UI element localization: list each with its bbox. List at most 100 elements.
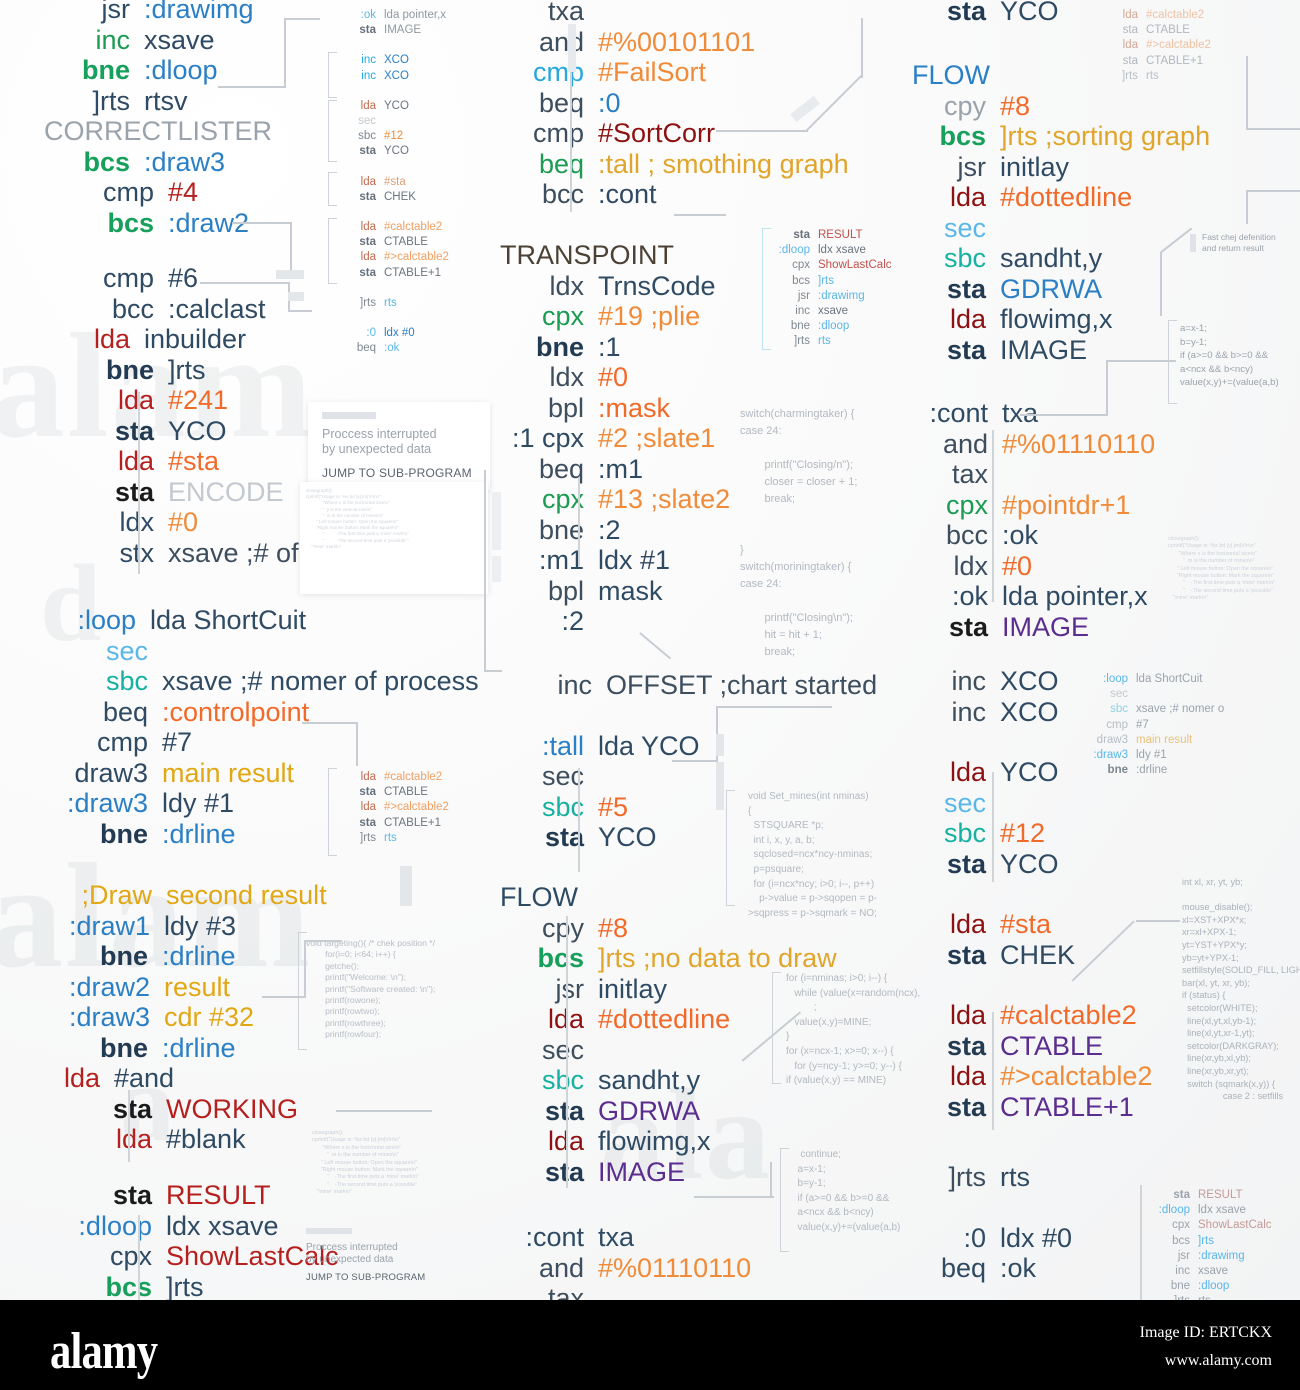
code-line: bcc:calclast	[111, 293, 266, 324]
code-wallpaper: alam alam a ala d jsr:drawimg inc xsave b…	[0, 0, 1300, 1300]
code-line: sta CTABLE	[946, 1030, 1104, 1061]
connector-line	[1246, 190, 1248, 224]
connector-line	[288, 310, 312, 312]
note-line-1: Proccess interrupted	[322, 427, 437, 441]
code-line: ldx TrnsCode	[549, 270, 716, 301]
note-line-2: by unexpected data	[322, 442, 432, 456]
code-group-bar	[570, 32, 572, 212]
code-line: :dloop ldx xsave	[1158, 1204, 1246, 1217]
code-line: :0 ldx #0	[366, 327, 415, 340]
c-snippet-closegraph-b: closegraph(); cprintf("Usage is: %s bd |…	[312, 1130, 420, 1196]
code-column-4-inc: inc XCO inc XCO lda YCO sec sbc #12 sta YCO l…	[912, 666, 1152, 1122]
ui-slab	[716, 762, 724, 810]
code-line: bcs]rts	[792, 274, 834, 287]
code-line: jsr initlay	[555, 973, 668, 1004]
code-line	[338, 38, 449, 53]
ui-slab	[276, 270, 304, 279]
code-group-bar	[566, 916, 568, 1188]
ui-slab	[568, 24, 576, 72]
code-bracket	[780, 1148, 789, 1252]
code-line	[338, 311, 449, 326]
code-line: beq:controlpoint	[102, 696, 310, 727]
code-group-bar	[992, 772, 994, 882]
code-line: :draw3 ldy #1	[1093, 749, 1167, 762]
code-line: sbc #12	[358, 130, 404, 143]
code-line: sta IMAGE	[948, 611, 1090, 642]
code-line: bcc:cont	[541, 179, 657, 209]
note-line-1: Fast chej defenition	[1202, 232, 1276, 242]
code-line: sbc xsave ;# nomer o	[1110, 703, 1225, 716]
code-column-2-small-top: :ok lda pointer,x sta IMAGE inc XCO inc XCO …	[338, 8, 449, 356]
code-line: sta GDRWA	[946, 273, 1103, 304]
code-bracket	[328, 172, 337, 206]
code-line: bne:drline	[99, 1032, 236, 1063]
code-column-mid-result: sta RESULT :dloop ldx xsave cpx ShowLastCal…	[772, 228, 892, 350]
code-line: cmp #FailSort	[532, 57, 707, 87]
code-line	[338, 281, 449, 296]
note-jump-label: JUMP TO SUB-PROGRAM	[322, 466, 476, 480]
code-line: sec	[943, 212, 986, 243]
code-column-3-top: txa and #%00101101 cmp #FailSort beq:0 cmp…	[500, 0, 849, 210]
code-line: lda #and	[63, 1063, 175, 1093]
code-line: bpl:mask	[547, 392, 671, 423]
code-line: lda #calctable2	[949, 1000, 1137, 1030]
code-line: jsr:drawimg	[101, 0, 254, 24]
code-line: lda #sta	[360, 175, 406, 188]
code-line: :ok lda pointer,x	[951, 581, 1148, 611]
code-line: sta CHEK	[946, 939, 1076, 970]
note-jump-text: JUMP TO SUB-PROGRAM	[306, 1272, 426, 1283]
connector-line	[262, 996, 306, 998]
code-line: lda inbuilder	[93, 324, 247, 354]
connector-line	[694, 1196, 774, 1198]
code-line: :m1 ldx #1	[538, 545, 671, 575]
code-line: :cont txa	[525, 1222, 635, 1252]
code-line: :ok lda pointer,x	[360, 9, 447, 21]
code-column-4-cont: :cont txa and #%01110110 tax cpx #pointdr+1…	[912, 398, 1155, 642]
scroll-slab	[492, 492, 501, 550]
code-bracket	[328, 768, 337, 856]
ui-slab	[288, 292, 304, 301]
code-line: lda #calctable2	[1122, 9, 1205, 21]
connector-line	[218, 86, 286, 88]
connector-line	[232, 222, 290, 224]
code-line: sbc #12	[943, 818, 1046, 848]
connector-line	[304, 940, 306, 998]
code-line: and #%01110110	[942, 428, 1156, 459]
code-line: :0 ldx #0	[963, 1222, 1073, 1253]
code-group-bar	[578, 768, 580, 872]
code-column-2-small-mid: lda #calctable2 sta CTABLE lda #>calctable2…	[338, 770, 449, 846]
code-column-4-top: sta YCO	[912, 0, 1059, 27]
code-line-title: FLOW	[912, 60, 990, 90]
code-line: txa	[547, 0, 584, 26]
note-line-2: by unexpected data	[306, 1254, 394, 1265]
code-line: :cont txa	[929, 398, 1039, 428]
inset-panel-closegraph: closegraph(); cprintf("Usage is: %s bd |…	[300, 482, 488, 594]
note-process-interrupted-2: Proccess interrupted by unexpected data …	[306, 1228, 478, 1283]
code-line: beq:tall ; smothing graph	[538, 148, 849, 179]
code-line: draw3 main result	[74, 757, 295, 788]
code-line: beq:ok	[940, 1253, 1037, 1283]
code-line: ;Draw second result	[81, 880, 327, 910]
code-line: inc xsave	[1175, 1265, 1229, 1278]
code-group-bar	[578, 478, 580, 566]
c-snippet-graphics: int xl, xr, yt, yb; mouse_disable(); xl=…	[1182, 877, 1300, 1102]
code-line: sta IMAGE	[544, 1156, 686, 1187]
code-bracket	[328, 218, 337, 284]
c-snippet-fastchej: a=x-1; b=y-1; if (a>=0 && b>=0 && a<ncx …	[1180, 323, 1279, 388]
code-line-title: TRANSPOINT	[500, 240, 675, 270]
note-accent-bar	[306, 1228, 352, 1234]
code-line: inc XCO	[361, 69, 409, 82]
connector-line	[336, 1110, 432, 1112]
code-line: sta CHEK	[359, 190, 416, 203]
code-line	[338, 205, 449, 220]
code-line: sec	[541, 1034, 584, 1065]
code-line: sta CTABLE+1	[359, 816, 441, 829]
code-line: beq:ok	[356, 342, 400, 355]
c-snippet-closegraph-right: closegraph(); cprintf("Usage is: %s bd |…	[1168, 536, 1276, 602]
code-bracket	[328, 52, 337, 98]
code-line	[338, 84, 449, 99]
